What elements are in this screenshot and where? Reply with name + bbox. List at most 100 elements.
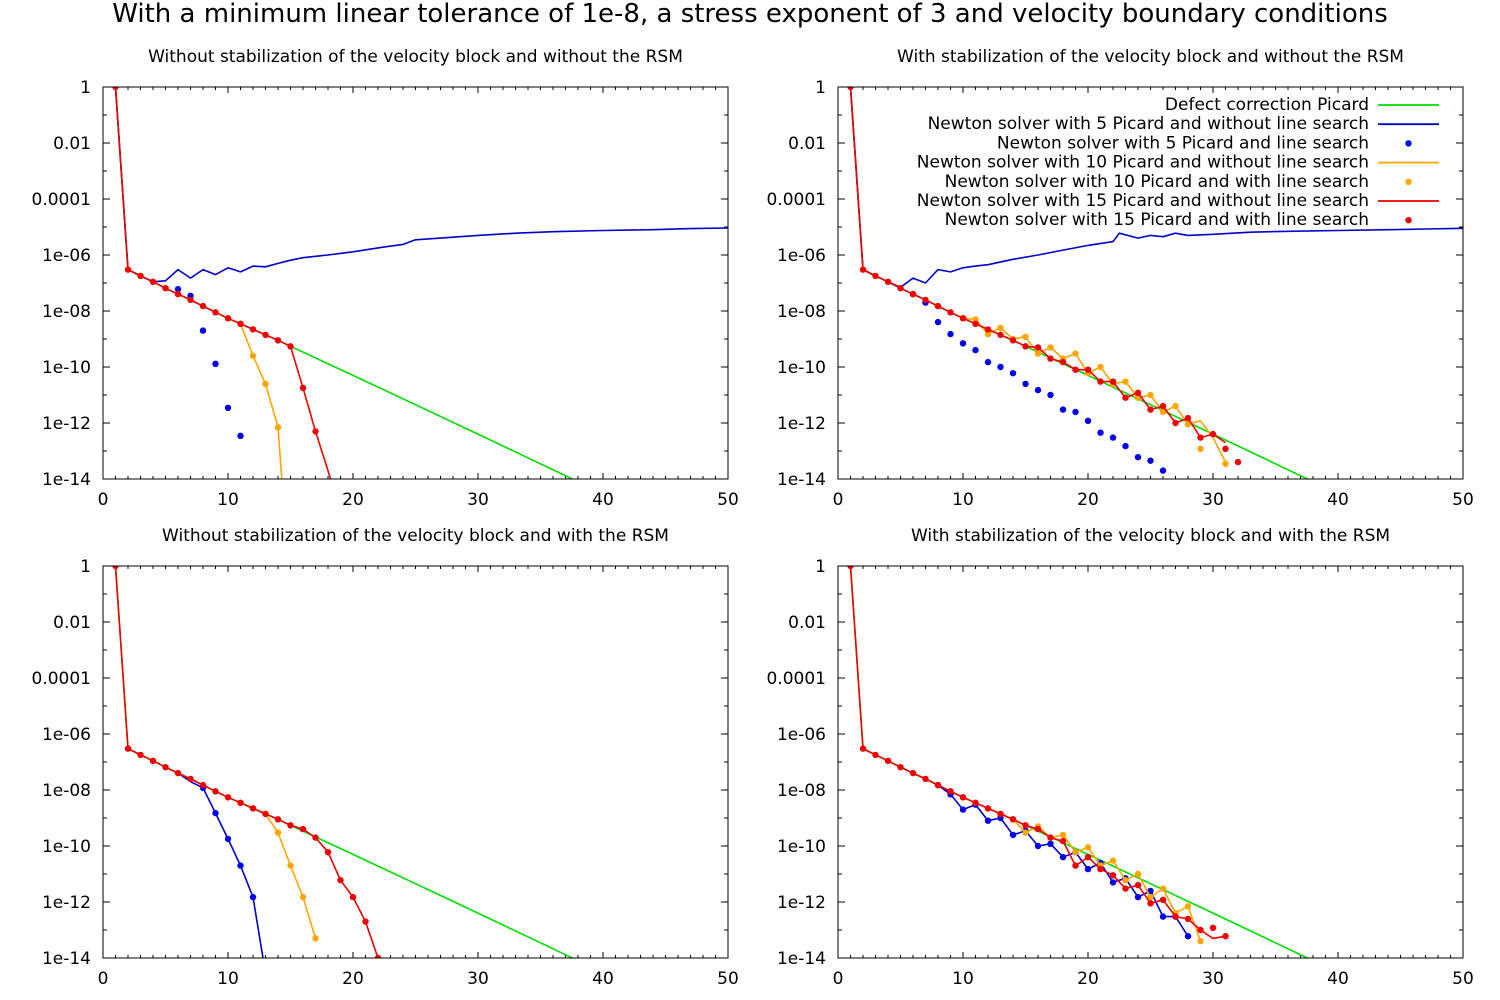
series-3-point <box>972 346 979 354</box>
series-5-point <box>972 316 979 323</box>
panels: Without stabilization of the velocity bl… <box>32 47 1474 989</box>
series-7-point <box>972 799 979 806</box>
series-7-point <box>149 278 157 285</box>
y-tick-label: 1e-08 <box>777 781 826 801</box>
plot-frame <box>102 565 729 959</box>
series-3-point <box>1034 842 1042 850</box>
plot-frame <box>102 86 729 480</box>
series-7-point <box>174 290 182 298</box>
series-2-line <box>177 772 264 958</box>
series-3-point <box>1184 933 1192 940</box>
series-7-point <box>1209 924 1217 931</box>
series-5-point <box>1097 363 1104 371</box>
y-tick-label: 1e-12 <box>42 414 91 434</box>
series-5-point <box>1147 893 1154 901</box>
y-tick-label: 0.01 <box>53 134 91 154</box>
y-tick-label: 1e-12 <box>777 414 826 434</box>
series-2-line <box>114 87 728 283</box>
legend-point-sample <box>1405 178 1412 185</box>
series-7-point <box>237 799 244 806</box>
series-5-point <box>984 330 992 338</box>
series-7-point <box>362 918 369 925</box>
series-7-point <box>1147 900 1154 907</box>
series-3-point <box>237 862 244 869</box>
series-7-point <box>1047 834 1054 841</box>
series-7-point <box>1159 402 1167 410</box>
figure-title: With a minimum linear tolerance of 1e-8,… <box>112 0 1388 29</box>
series-3-point <box>1109 879 1117 886</box>
series-6-line <box>114 566 379 958</box>
series-7-point <box>909 290 917 298</box>
panel-3: Without stabilization of the velocity bl… <box>32 526 739 989</box>
series-3-point <box>1059 853 1067 861</box>
series-7-point <box>884 278 892 285</box>
panel-1: Without stabilization of the velocity bl… <box>32 47 739 510</box>
series-3-point <box>1147 457 1154 464</box>
legend-label: Newton solver with 5 Picard and without … <box>928 114 1369 134</box>
series-7-point <box>1147 406 1154 413</box>
plot-area <box>847 87 1463 479</box>
x-tick-label: 30 <box>1202 490 1224 510</box>
series-5-point <box>1072 849 1079 856</box>
y-tick-label: 1e-06 <box>777 246 826 266</box>
plot-area <box>847 566 1380 958</box>
series-7-point <box>124 266 132 273</box>
series-3-point <box>1159 467 1167 474</box>
series-7-point <box>149 757 157 764</box>
series-5-point <box>1059 831 1067 839</box>
y-tick-label: 0.0001 <box>32 669 91 689</box>
x-tick-label: 40 <box>592 490 614 510</box>
series-7-point <box>1084 366 1092 373</box>
series-7-point <box>1209 430 1217 438</box>
series-7-point <box>847 566 854 570</box>
series-7-point <box>1022 822 1029 829</box>
series-5-point <box>262 380 269 388</box>
series-7-point <box>1084 853 1092 861</box>
x-tick-label: 0 <box>833 490 844 510</box>
series-7-point <box>137 751 144 759</box>
series-7-point <box>224 794 232 801</box>
x-tick-label: 10 <box>952 969 974 989</box>
series-7-point <box>274 816 282 823</box>
y-tick-label: 1 <box>80 557 91 577</box>
series-5-point <box>1034 350 1042 357</box>
x-tick-label: 20 <box>1077 969 1099 989</box>
series-7-point <box>859 266 867 273</box>
series-7-point <box>249 326 257 333</box>
series-7-point <box>1197 434 1204 441</box>
y-tick-label: 0.0001 <box>767 190 826 210</box>
series-7-point <box>287 343 294 350</box>
series-7-point <box>1134 389 1142 396</box>
series-7-point <box>274 337 282 344</box>
series-7-point <box>224 315 232 322</box>
series-3-point <box>1047 840 1054 847</box>
series-5-point <box>1159 885 1167 892</box>
series-7-point <box>187 296 194 304</box>
series-7-point <box>237 320 244 327</box>
x-tick-label: 0 <box>98 969 109 989</box>
panel-title: Without stabilization of the velocity bl… <box>162 526 669 546</box>
series-3-point <box>1122 442 1129 450</box>
series-3-point <box>1047 391 1054 399</box>
series-5-point <box>997 324 1004 332</box>
series-3-point <box>947 330 954 338</box>
series-7-point <box>1172 913 1179 920</box>
x-tick-label: 40 <box>1327 969 1349 989</box>
series-7-point <box>922 775 929 783</box>
plot-area <box>112 87 728 479</box>
series-7-point <box>162 764 169 771</box>
x-tick-label: 50 <box>717 969 739 989</box>
series-5-point <box>299 893 307 901</box>
legend-label: Newton solver with 10 Picard and with li… <box>945 172 1369 192</box>
x-tick-label: 50 <box>1452 969 1474 989</box>
x-tick-label: 20 <box>342 969 364 989</box>
series-3-point <box>1134 454 1142 461</box>
series-5-point <box>1147 391 1154 399</box>
series-7-point <box>1009 337 1017 344</box>
series-7-point <box>897 764 904 771</box>
legend-label: Newton solver with 10 Picard and without… <box>917 153 1369 173</box>
series-7-point <box>1072 862 1079 869</box>
series-3-point <box>934 318 942 326</box>
panel-title: Without stabilization of the velocity bl… <box>148 47 683 67</box>
